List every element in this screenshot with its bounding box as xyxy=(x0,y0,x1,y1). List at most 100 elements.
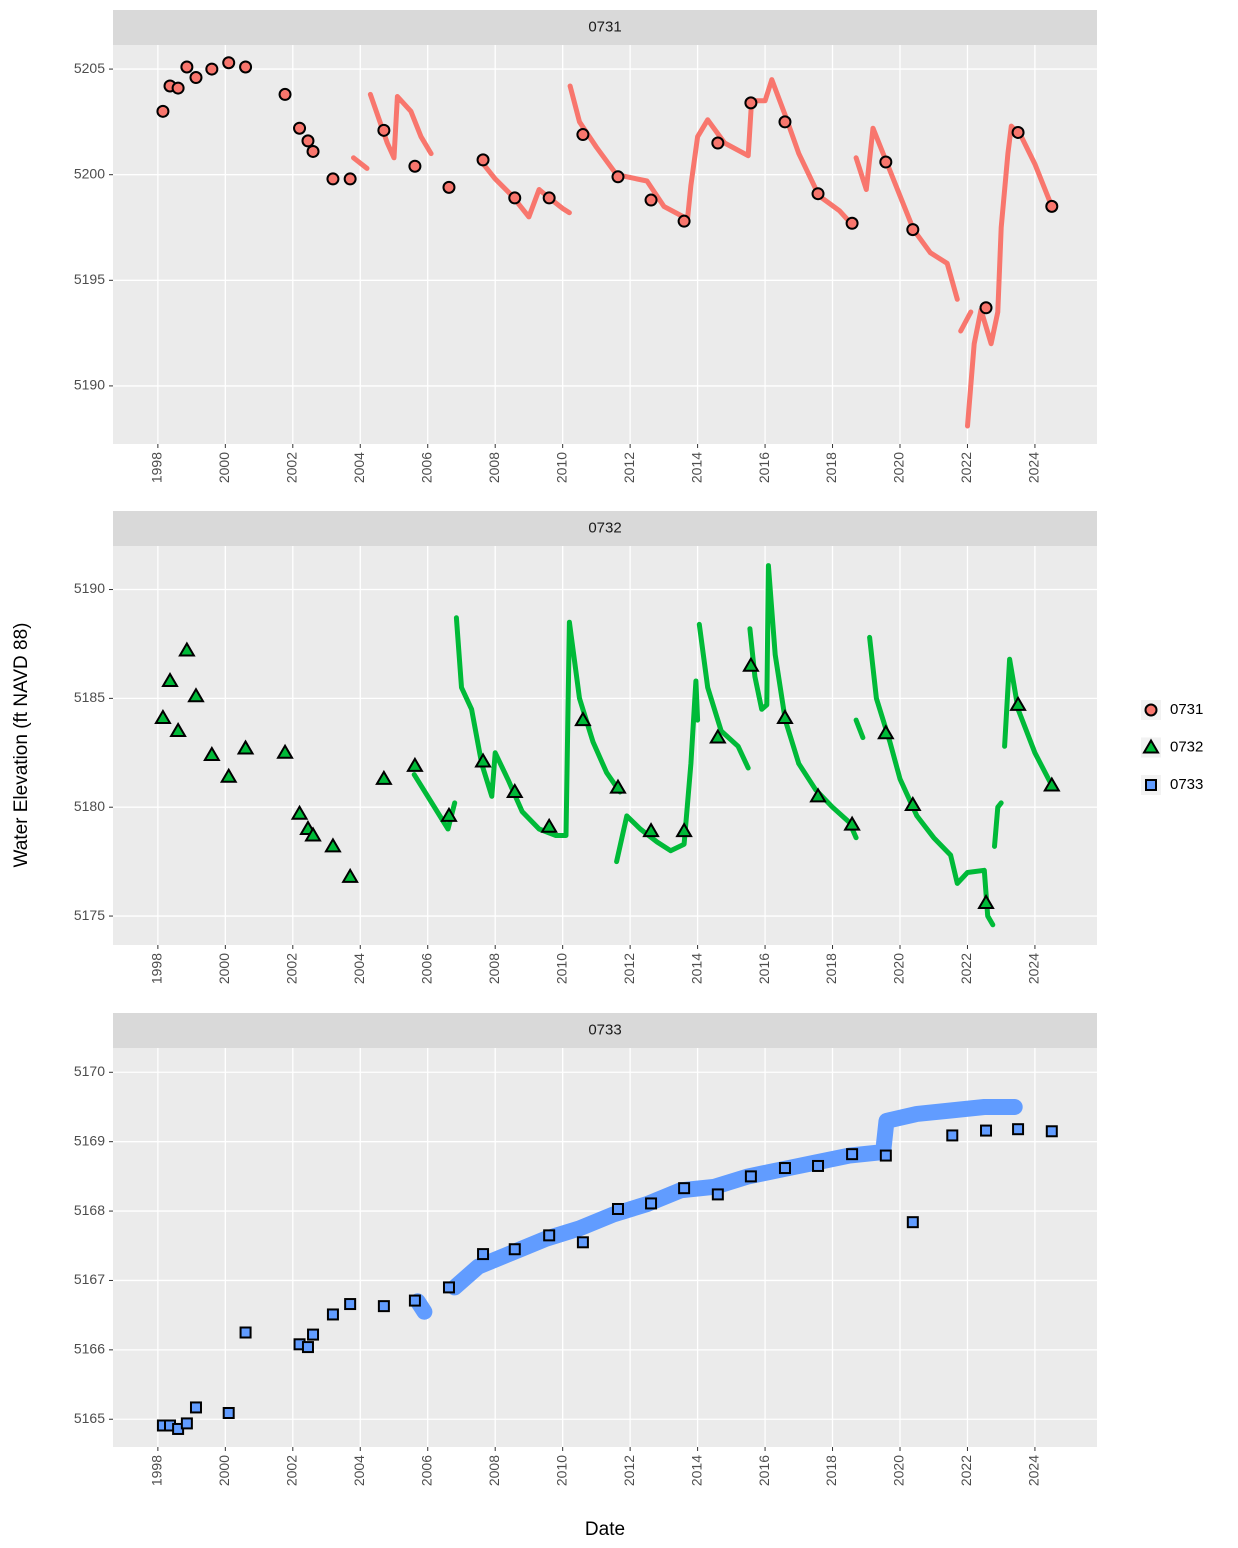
marker xyxy=(180,1417,193,1430)
marker xyxy=(609,778,627,794)
x-tick-label: 1998 xyxy=(149,452,165,483)
x-tick-label: 2012 xyxy=(621,1455,637,1486)
x-tick-label: 2008 xyxy=(486,953,502,984)
x-tick-label: 2010 xyxy=(553,452,569,483)
marker xyxy=(205,62,219,76)
marker xyxy=(811,187,825,201)
marker xyxy=(508,191,522,205)
y-tick-label: 5190 xyxy=(74,580,105,596)
x-tick-label: 2004 xyxy=(351,953,367,984)
marker xyxy=(904,796,922,812)
y-axis-label: Water Elevation (ft NAVD 88) xyxy=(11,623,32,868)
x-tick-label: 2006 xyxy=(418,953,434,984)
marker xyxy=(742,656,760,672)
x-tick-label: 2018 xyxy=(823,452,839,483)
x-tick-label: 2010 xyxy=(553,1455,569,1486)
marker xyxy=(476,153,490,167)
marker xyxy=(301,134,315,148)
marker xyxy=(169,722,187,738)
marker xyxy=(408,159,422,173)
marker xyxy=(187,687,205,703)
marker xyxy=(642,822,660,838)
marker xyxy=(611,170,625,184)
marker xyxy=(879,1149,892,1162)
marker xyxy=(778,115,792,129)
marker xyxy=(307,1328,320,1341)
strip-title: 0733 xyxy=(588,1021,621,1038)
marker xyxy=(161,671,179,687)
marker xyxy=(180,60,194,74)
marker xyxy=(306,144,320,158)
marker xyxy=(1009,695,1027,711)
legend-label: 0733 xyxy=(1170,776,1203,793)
legend-marker xyxy=(1142,738,1160,754)
panel xyxy=(113,45,1097,444)
marker xyxy=(408,1294,421,1307)
y-tick-label: 5166 xyxy=(74,1341,105,1357)
x-tick-label: 2024 xyxy=(1026,953,1042,984)
marker xyxy=(278,87,292,101)
y-tick-label: 5175 xyxy=(74,907,105,923)
panel xyxy=(113,546,1097,945)
logger-trace xyxy=(351,77,1055,429)
y-tick-label: 5205 xyxy=(74,60,105,76)
x-tick-label: 2000 xyxy=(216,452,232,483)
x-tick-label: 2014 xyxy=(688,452,704,483)
y-tick-label: 5190 xyxy=(74,377,105,393)
y-tick-label: 5200 xyxy=(74,165,105,181)
marker xyxy=(203,745,221,761)
legend-marker xyxy=(1145,779,1157,791)
marker xyxy=(326,172,340,186)
marker xyxy=(540,817,558,833)
marker xyxy=(906,1216,919,1229)
marker xyxy=(1045,199,1059,213)
x-tick-label: 2020 xyxy=(891,452,907,483)
x-tick-label: 2016 xyxy=(756,452,772,483)
marker xyxy=(576,1236,589,1249)
marker xyxy=(324,837,342,853)
marker xyxy=(675,822,693,838)
marker xyxy=(843,815,861,831)
strip-title: 0732 xyxy=(588,519,621,536)
y-tick-label: 5195 xyxy=(74,271,105,287)
strip xyxy=(113,511,1097,546)
x-tick-label: 2008 xyxy=(486,1455,502,1486)
x-tick-label: 2020 xyxy=(891,953,907,984)
marker xyxy=(508,1243,521,1256)
x-tick-label: 2022 xyxy=(958,452,974,483)
marker xyxy=(276,743,294,759)
marker xyxy=(301,1341,314,1354)
marker xyxy=(980,1124,993,1137)
x-axis-label: Date xyxy=(585,1519,625,1540)
marker xyxy=(709,728,727,744)
legend-label: 0731 xyxy=(1170,701,1203,718)
marker xyxy=(375,769,393,785)
y-tick-label: 5168 xyxy=(74,1202,105,1218)
marker xyxy=(477,1248,490,1261)
marker xyxy=(744,96,758,110)
marker xyxy=(877,724,895,740)
legend-label: 0732 xyxy=(1170,738,1203,755)
marker xyxy=(222,1406,235,1419)
marker xyxy=(946,1129,959,1142)
x-tick-label: 1998 xyxy=(149,953,165,984)
marker xyxy=(977,894,995,909)
x-tick-label: 2024 xyxy=(1026,1455,1042,1486)
marker xyxy=(377,123,391,137)
x-tick-label: 2004 xyxy=(351,452,367,483)
marker xyxy=(778,1162,791,1175)
y-tick-label: 5185 xyxy=(74,689,105,705)
marker xyxy=(326,1308,339,1321)
marker xyxy=(236,739,255,755)
marker xyxy=(576,128,590,142)
marker xyxy=(879,155,893,169)
marker xyxy=(979,301,993,315)
marker xyxy=(812,1159,825,1172)
marker xyxy=(474,752,492,768)
legend-marker xyxy=(1144,703,1158,717)
marker xyxy=(744,1170,757,1183)
y-tick-label: 5170 xyxy=(74,1063,105,1079)
y-tick-label: 5167 xyxy=(74,1271,105,1287)
marker xyxy=(1012,1123,1025,1136)
